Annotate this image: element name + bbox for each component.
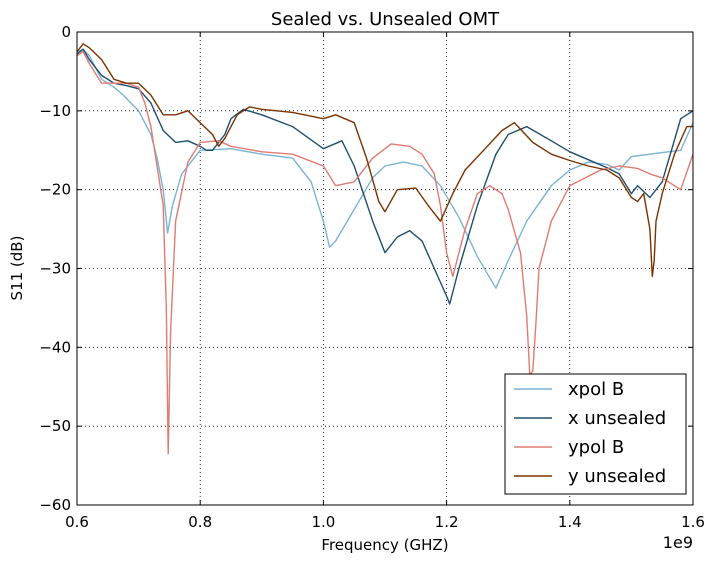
chart-title: Sealed vs. Unsealed OMT — [271, 9, 500, 30]
series-line-ypol-b — [77, 51, 693, 455]
y-tick-labels: 0 −10 −20 −30 −40 −50 −60 — [39, 23, 71, 514]
x-tick-label: 0.8 — [188, 513, 212, 531]
legend-label: x unsealed — [568, 408, 666, 429]
y-tick-label: −10 — [39, 102, 71, 120]
y-tick-label: −20 — [39, 181, 71, 199]
legend-label: y unsealed — [568, 466, 666, 487]
legend: xpol B x unsealed ypol B y unsealed — [504, 373, 687, 495]
legend-box — [504, 373, 687, 495]
legend-label: xpol B — [568, 379, 624, 400]
x-tick-labels: 0.6 0.8 1.0 1.2 1.4 1.6 — [65, 513, 705, 531]
series-layer — [77, 43, 693, 455]
series-line-y-unsealed — [77, 43, 693, 278]
x-tick-label: 1.6 — [681, 513, 705, 531]
x-tick-label: 1.4 — [558, 513, 582, 531]
x-tick-label: 0.6 — [65, 513, 89, 531]
y-tick-label: −60 — [39, 496, 71, 514]
x-offset-label: 1e9 — [663, 533, 693, 552]
y-tick-label: −40 — [39, 338, 71, 356]
y-tick-label: −30 — [39, 260, 71, 278]
tick-marks — [76, 31, 694, 506]
y-tick-label: 0 — [61, 23, 71, 41]
grid-lines — [77, 32, 693, 505]
x-tick-label: 1.0 — [311, 513, 335, 531]
x-tick-label: 1.2 — [435, 513, 459, 531]
y-axis-label: S11 (dB) — [8, 236, 26, 301]
x-axis-label: Frequency (GHZ) — [321, 536, 448, 554]
y-tick-label: −50 — [39, 417, 71, 435]
legend-label: ypol B — [568, 437, 624, 458]
series-line-xpol-b — [77, 48, 693, 289]
series-line-x-unsealed — [77, 48, 693, 305]
